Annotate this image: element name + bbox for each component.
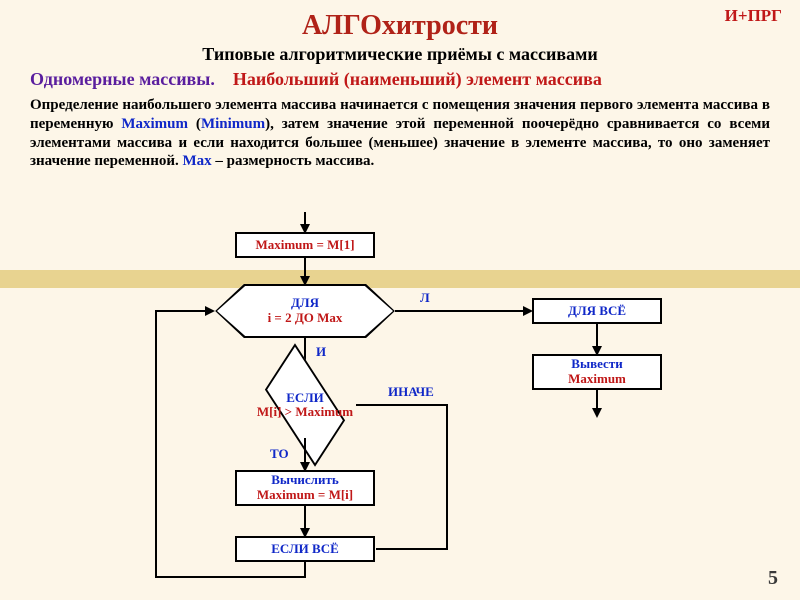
edge-label-else: ИНАЧЕ xyxy=(388,384,434,400)
node-compute: Вычислить Maximum = M[i] xyxy=(235,470,375,506)
edge-else-h2 xyxy=(376,548,448,550)
node-compute-bottom: Maximum = M[i] xyxy=(257,488,353,503)
node-if-top: ЕСЛИ xyxy=(286,391,324,405)
edge-label-i: И xyxy=(316,344,326,360)
node-endloop-label: ДЛЯ ВСЁ xyxy=(568,304,626,319)
node-endif-label: ЕСЛИ ВСЁ xyxy=(271,542,339,557)
node-if-bottom: M[i] > Maximum xyxy=(257,405,353,419)
edge-out-arrow xyxy=(592,408,602,418)
para-paren: ( xyxy=(188,116,201,132)
node-init-label: Maximum = M[1] xyxy=(255,238,354,253)
edge-back-h2 xyxy=(155,310,207,312)
subtitle-2a: Одномерные массивы. xyxy=(30,69,215,89)
edge-6-7-line xyxy=(596,324,598,348)
corner-tag: И+ПРГ xyxy=(725,6,782,26)
edge-back-h xyxy=(155,576,306,578)
edge-label-l: Л xyxy=(420,290,430,306)
edge-2-6-line xyxy=(395,310,525,312)
flowchart: Maximum = M[1] ДЛЯ i = 2 ДО Max Л И ЕСЛИ… xyxy=(0,220,800,600)
node-output-top: Вывести xyxy=(571,357,622,372)
edge-back-arrow xyxy=(205,306,215,316)
description-paragraph: Определение наибольшего элемента массива… xyxy=(0,90,800,171)
para-c: – размерность массива. xyxy=(212,153,375,169)
subtitle-2: Одномерные массивы. Наибольший (наименьш… xyxy=(0,69,800,90)
para-min: Minimum xyxy=(201,116,265,132)
para-max: Maximum xyxy=(121,116,188,132)
corner-tag-text: И+ПРГ xyxy=(725,6,782,25)
subtitle-1: Типовые алгоритмические приёмы с массива… xyxy=(0,44,800,65)
edge-4-5-line xyxy=(304,506,306,530)
edge-1-2-line xyxy=(304,258,306,278)
edge-label-to: ТО xyxy=(270,446,289,462)
edge-out-line xyxy=(596,390,598,410)
title-text: АЛГОхитрости xyxy=(302,10,498,41)
subtitle-1-text: Типовые алгоритмические приёмы с массива… xyxy=(202,44,597,64)
node-loop: ДЛЯ i = 2 ДО Max xyxy=(215,284,395,338)
page-number: 5 xyxy=(768,567,778,590)
edge-else-h xyxy=(356,404,448,406)
edge-back-v2 xyxy=(155,310,157,578)
node-compute-top: Вычислить xyxy=(271,473,338,488)
edge-else-v xyxy=(446,404,448,550)
node-endloop: ДЛЯ ВСЁ xyxy=(532,298,662,324)
node-endif: ЕСЛИ ВСЁ xyxy=(235,536,375,562)
node-loop-top: ДЛЯ xyxy=(291,296,319,311)
para-maxdim: Max xyxy=(182,153,211,169)
page-number-text: 5 xyxy=(768,567,778,589)
edge-3-4-line xyxy=(304,438,306,464)
page-title: АЛГОхитрости xyxy=(0,0,800,42)
subtitle-2b: Наибольший (наименьший) элемент массива xyxy=(233,69,602,89)
node-init: Maximum = M[1] xyxy=(235,232,375,258)
node-output-bottom: Maximum xyxy=(568,372,626,387)
node-loop-bottom: i = 2 ДО Max xyxy=(268,311,343,326)
node-output: Вывести Maximum xyxy=(532,354,662,390)
